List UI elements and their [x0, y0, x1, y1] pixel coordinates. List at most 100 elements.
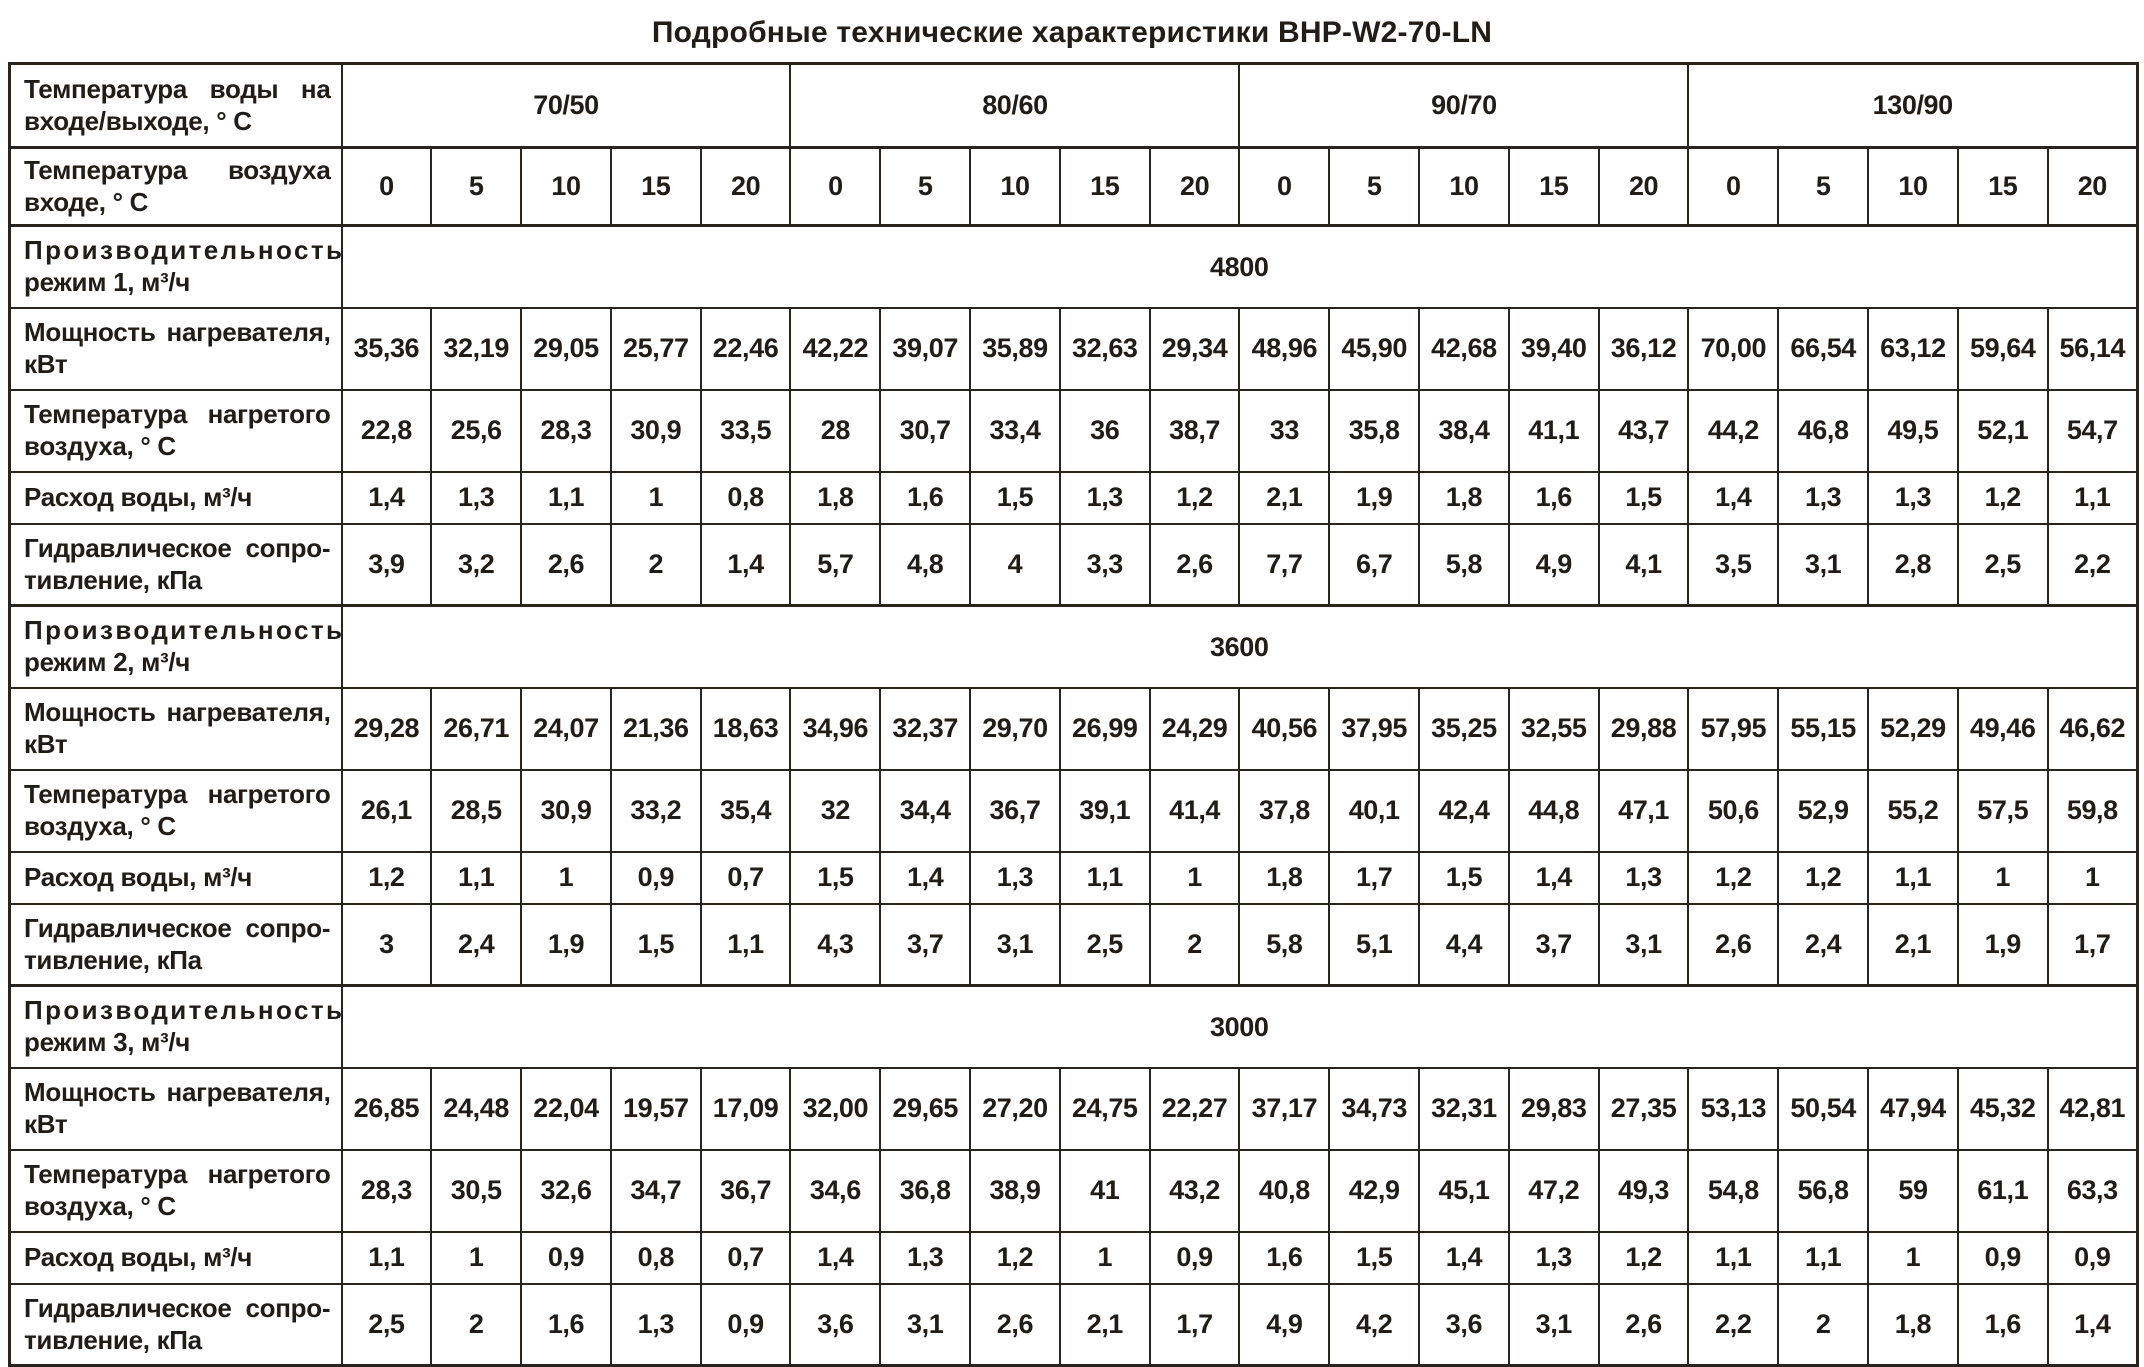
row-label: Температура нагретого воздуха, ° С — [8, 768, 343, 853]
heater-power-value: 27,35 — [1597, 1066, 1690, 1151]
water-flow-value: 1,1 — [1777, 1230, 1870, 1285]
heater-power-value: 45,32 — [1956, 1066, 2049, 1151]
water-flow-value: 1,2 — [969, 1230, 1061, 1285]
heated-air-temp-value: 52,9 — [1777, 768, 1870, 853]
heated-air-temp-value: 37,8 — [1238, 768, 1331, 853]
capacity-mode-2-value: 3600 — [340, 604, 2139, 689]
water-flow-value: 1,3 — [1867, 470, 1959, 525]
hydraulic-resistance-value: 4,2 — [1328, 1282, 1421, 1367]
heater-power-value: 47,94 — [1867, 1066, 1959, 1151]
heater-power-value: 32,37 — [879, 686, 972, 771]
water-flow-value: 1,2 — [1597, 1230, 1690, 1285]
air-temp-value: 0 — [1238, 145, 1331, 227]
water-flow-value: 1,3 — [879, 1230, 972, 1285]
row-label: Мощность нагревателя, кВт — [8, 686, 343, 771]
water-flow-value: 0,7 — [699, 850, 792, 905]
air-temp-value: 15 — [1956, 145, 2049, 227]
hydraulic-resistance-value: 3,6 — [789, 1282, 882, 1367]
heater-power-value: 24,75 — [1058, 1066, 1151, 1151]
hydraulic-resistance-value: 2,1 — [1058, 1282, 1151, 1367]
heated-air-temp-value: 57,5 — [1956, 768, 2049, 853]
heater-power-value: 22,27 — [1148, 1066, 1241, 1151]
heater-power-value: 29,05 — [520, 306, 612, 391]
water-flow-value: 1,4 — [879, 850, 972, 905]
heater-power-value: 22,04 — [520, 1066, 612, 1151]
hydraulic-resistance-value: 2 — [1148, 902, 1241, 987]
water-flow-value: 1,1 — [340, 1230, 433, 1285]
hydraulic-resistance-value: 3,7 — [879, 902, 972, 987]
heater-power-value: 32,19 — [430, 306, 523, 391]
hydraulic-resistance-value: 6,7 — [1328, 522, 1421, 607]
hydraulic-resistance-value: 2 — [1777, 1282, 1870, 1367]
row-label: Расход воды, м³/ч — [8, 850, 343, 905]
hydraulic-resistance-value: 1,5 — [609, 902, 702, 987]
hydraulic-resistance-value: 4,9 — [1238, 1282, 1331, 1367]
water-flow-value: 1,1 — [430, 850, 523, 905]
heater-power-value: 32,31 — [1418, 1066, 1510, 1151]
air-temp-value: 0 — [789, 145, 882, 227]
hydraulic-resistance-value: 2,6 — [969, 1282, 1061, 1367]
heated-air-temp-value: 55,2 — [1867, 768, 1959, 853]
heater-power-value: 29,34 — [1148, 306, 1241, 391]
heater-power-value: 45,90 — [1328, 306, 1421, 391]
water-flow-value: 1 — [1148, 850, 1241, 905]
water-temp-label: Температура воды на входе/выходе, ° С — [8, 62, 343, 149]
heated-air-temp-value: 47,1 — [1597, 768, 1690, 853]
heater-power-value: 24,07 — [520, 686, 612, 771]
heated-air-temp-value: 34,6 — [789, 1148, 882, 1233]
heated-air-temp-value: 32,6 — [520, 1148, 612, 1233]
heater-power-value: 53,13 — [1687, 1066, 1780, 1151]
water-flow-value: 1,4 — [1418, 1230, 1510, 1285]
heated-air-temp-value: 41,4 — [1148, 768, 1241, 853]
heated-air-temp-value: 28 — [789, 388, 882, 473]
hydraulic-resistance-value: 3,1 — [879, 1282, 972, 1367]
table-row: Гидравлическое сопро­тивление, кПа 2,5 2 1,… — [8, 1282, 2139, 1367]
air-temp-value: 5 — [1328, 145, 1421, 227]
water-flow-value: 1 — [1058, 1230, 1151, 1285]
heater-power-value: 29,65 — [879, 1066, 972, 1151]
row-label: Гидравлическое сопро­тивление, кПа — [8, 902, 343, 987]
hydraulic-resistance-value: 3 — [340, 902, 433, 987]
heater-power-value: 39,40 — [1507, 306, 1600, 391]
hydraulic-resistance-value: 1,9 — [520, 902, 612, 987]
heated-air-temp-value: 34,7 — [609, 1148, 702, 1233]
heated-air-temp-value: 43,2 — [1148, 1148, 1241, 1233]
heated-air-temp-value: 40,8 — [1238, 1148, 1331, 1233]
water-flow-value: 1 — [430, 1230, 523, 1285]
heater-power-value: 63,12 — [1867, 306, 1959, 391]
heated-air-temp-value: 41,1 — [1507, 388, 1600, 473]
hydraulic-resistance-value: 2,4 — [1777, 902, 1870, 987]
heated-air-temp-value: 28,3 — [520, 388, 612, 473]
heated-air-temp-value: 33 — [1238, 388, 1331, 473]
hydraulic-resistance-value: 2,2 — [1687, 1282, 1780, 1367]
hydraulic-resistance-value: 4,3 — [789, 902, 882, 987]
table-row: Гидравлическое сопро­тивление, кПа 3 2,4 1,… — [8, 902, 2139, 987]
hydraulic-resistance-value: 5,1 — [1328, 902, 1421, 987]
heater-power-value: 18,63 — [699, 686, 792, 771]
air-temp-value: 0 — [340, 145, 433, 227]
hydraulic-resistance-value: 1,3 — [609, 1282, 702, 1367]
table-row: Мощность нагревателя, кВт 35,36 32,19 29,05… — [8, 306, 2139, 391]
heated-air-temp-value: 40,1 — [1328, 768, 1421, 853]
heated-air-temp-value: 38,4 — [1418, 388, 1510, 473]
hydraulic-resistance-value: 3,1 — [969, 902, 1061, 987]
water-flow-value: 1,5 — [1597, 470, 1690, 525]
heater-power-value: 26,85 — [340, 1066, 433, 1151]
water-flow-value: 1,3 — [1058, 470, 1151, 525]
table-row: Мощность нагревателя, кВт 26,85 24,48 22,04… — [8, 1066, 2139, 1151]
hydraulic-resistance-value: 2,5 — [1058, 902, 1151, 987]
water-flow-value: 1,8 — [1418, 470, 1510, 525]
heater-power-value: 29,70 — [969, 686, 1061, 771]
water-flow-value: 1 — [609, 470, 702, 525]
heated-air-temp-value: 36,7 — [699, 1148, 792, 1233]
water-flow-value: 1,5 — [1418, 850, 1510, 905]
hydraulic-resistance-value: 3,1 — [1777, 522, 1870, 607]
specs-table-body: Температура воды на входе/выходе, ° С 70/… — [8, 62, 2139, 1367]
water-flow-value: 1,3 — [1507, 1230, 1600, 1285]
water-temp-group-value: 130/90 — [1687, 62, 2139, 149]
hydraulic-resistance-value: 3,9 — [340, 522, 433, 607]
heater-power-value: 39,07 — [879, 306, 972, 391]
heater-power-value: 56,14 — [2046, 306, 2139, 391]
heater-power-value: 29,28 — [340, 686, 433, 771]
hydraulic-resistance-value: 3,2 — [430, 522, 523, 607]
